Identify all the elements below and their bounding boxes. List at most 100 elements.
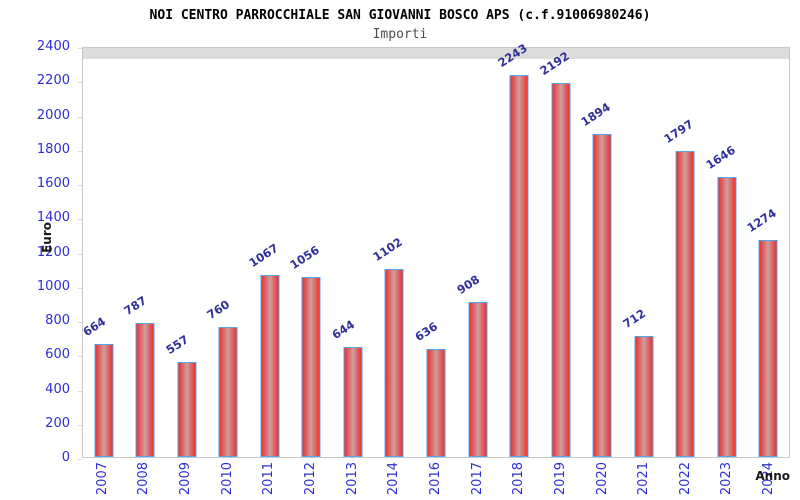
- x-tick-label: 2023: [719, 462, 735, 496]
- bar-2012: [301, 277, 321, 457]
- plot-area: 664 787 557 760 1067 1056 644 1102 636 908 2243 219…: [78, 41, 790, 460]
- y-tick-label: 1200: [36, 244, 70, 260]
- bar-value-label: 1646: [703, 142, 738, 172]
- bar-value-label: 1102: [370, 235, 406, 265]
- chart-subtitle: Importi: [372, 27, 428, 42]
- x-tick-label: 2016: [427, 462, 443, 496]
- bar-2018: [509, 74, 529, 457]
- bar-column-2008: 787: [121, 48, 167, 457]
- grid-band: [83, 50, 789, 51]
- y-tick-mark: [78, 116, 82, 118]
- bar-2007: [94, 343, 114, 457]
- y-tick-mark: [78, 390, 82, 392]
- grid-band: [83, 58, 789, 59]
- x-tick-label: 2017: [469, 462, 485, 496]
- grid-band: [83, 53, 789, 54]
- x-tick-label: 2022: [677, 462, 693, 496]
- x-label-column: 2007: [82, 462, 124, 500]
- y-tick-label: 800: [45, 313, 70, 328]
- x-tick-label: 2013: [344, 462, 360, 496]
- y-tick-label: 1800: [36, 141, 70, 157]
- bar-value-label: 2192: [536, 49, 572, 79]
- bar-column-2022: 1797: [661, 48, 706, 457]
- x-axis-title: Anno: [755, 469, 790, 483]
- bar-value-label: 908: [453, 272, 482, 298]
- x-label-column: 2010: [207, 462, 249, 500]
- bar-column-2013: 644: [329, 48, 374, 457]
- x-tick-label: 2020: [594, 462, 610, 496]
- x-tick-label: 2009: [178, 462, 194, 496]
- y-tick-label: 2000: [36, 107, 70, 123]
- bar-2016: [426, 348, 446, 457]
- bar-value-label: 2243: [495, 40, 530, 70]
- y-tick-mark: [78, 322, 82, 323]
- grid-band: [83, 57, 789, 58]
- bar-column-2012: 1056: [287, 48, 333, 457]
- bar-column-2019: 2192: [536, 48, 582, 457]
- x-label-column: 2014: [373, 462, 415, 500]
- bar-2019: [551, 83, 571, 457]
- bar-value-label: 1067: [246, 240, 281, 271]
- y-tick-mark: [78, 82, 82, 84]
- y-tick-label: 1400: [36, 210, 70, 226]
- bar-value-label: 1797: [661, 116, 697, 146]
- bar-2010: [218, 327, 238, 457]
- bar-2021: [634, 335, 654, 457]
- x-label-column: 2019: [540, 462, 582, 500]
- bar-2017: [468, 302, 488, 457]
- background-bands: [83, 48, 789, 59]
- x-tick-label: 2011: [261, 462, 277, 496]
- x-label-column: 2023: [707, 462, 749, 500]
- bar-column-2024: 1274: [744, 48, 790, 457]
- bar-value-label: 664: [80, 314, 108, 339]
- grid-band: [83, 52, 789, 53]
- y-tick-label: 2400: [36, 39, 70, 54]
- bars-container: 664 787 557 760 1067 1056 644 1102 636 908 2243 219…: [80, 41, 790, 457]
- bar-2009: [177, 362, 197, 457]
- bar-value-label: 636: [412, 318, 441, 344]
- x-tick-label: 2010: [219, 462, 235, 496]
- bar-2014: [384, 269, 404, 457]
- x-tick-label: 2008: [136, 462, 152, 496]
- bar-value-label: 644: [329, 317, 358, 343]
- y-tick-label: 2200: [36, 73, 70, 89]
- x-tick-label: 2019: [552, 462, 568, 496]
- bar-column-2017: 908: [453, 48, 499, 457]
- x-tick-label: 2007: [94, 462, 110, 496]
- x-tick-label: 2012: [303, 462, 319, 496]
- y-tick-mark: [78, 459, 82, 460]
- x-label-column: 2022: [665, 462, 707, 500]
- y-tick-label: 1600: [36, 176, 70, 191]
- bar-2020: [592, 134, 612, 457]
- bar-value-label: 712: [620, 305, 648, 331]
- grid-band: [83, 49, 789, 50]
- bar-value-label: 1274: [744, 205, 780, 235]
- grid-band: [83, 54, 789, 55]
- y-axis-tick-labels: 0 200 400 600 800 1000 1200 1400 1600 1800 2000 220…: [0, 39, 76, 465]
- grid-band: [83, 48, 789, 49]
- y-tick-mark: [78, 185, 82, 186]
- y-tick-label: 1000: [36, 278, 70, 294]
- x-label-column: 2012: [290, 462, 332, 500]
- y-tick-label: 400: [45, 381, 70, 397]
- bar-column-2021: 712: [620, 48, 665, 457]
- y-tick-mark: [78, 48, 82, 49]
- x-axis-tick-labels: 2007 2008 2009 2010 2011 2012 2013 2014 2016 2017…: [82, 462, 790, 500]
- x-label-column: 2013: [332, 462, 374, 500]
- x-label-column: 2017: [457, 462, 499, 500]
- chart-title: NOI CENTRO PARROCCHIALE SAN GIOVANNI BOS…: [149, 8, 651, 23]
- y-tick-mark: [78, 219, 82, 221]
- x-label-column: 2009: [165, 462, 207, 500]
- bar-value-label: 1056: [287, 242, 323, 273]
- bar-value-label: 787: [121, 293, 150, 318]
- bar-value-label: 557: [163, 332, 191, 358]
- bar-2024: [758, 239, 778, 457]
- bar-value-label: 760: [204, 297, 233, 323]
- bar-column-2018: 2243: [495, 41, 540, 457]
- bar-2008: [135, 322, 155, 457]
- bar-column-2023: 1646: [703, 48, 748, 457]
- x-label-column: 2016: [415, 462, 457, 500]
- y-tick-mark: [78, 356, 82, 358]
- x-tick-label: 2018: [511, 462, 527, 496]
